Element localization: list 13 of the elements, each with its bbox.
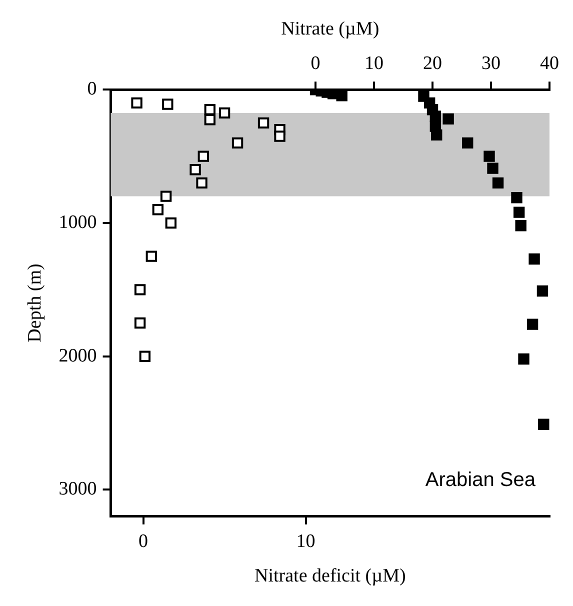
x2-tick-label: 40	[540, 53, 559, 74]
annotation: Arabian Sea	[425, 468, 536, 491]
x2-tick-label: 20	[423, 53, 442, 74]
y-axis-title: Depth (m)	[24, 264, 46, 342]
y-tick-label: 1000	[58, 212, 97, 233]
y-tick-label: 3000	[58, 478, 97, 500]
x-axis-title: Nitrate deficit (µM)	[254, 566, 406, 587]
x2-tick-label: 0	[310, 53, 320, 74]
x2-axis-title: Nitrate (µM)	[281, 18, 380, 40]
y-tick-label: 0	[87, 78, 97, 100]
x2-tick-label: 10	[364, 53, 384, 74]
y-tick-label: 2000	[58, 345, 97, 366]
x2-tick-label: 30	[482, 53, 501, 74]
